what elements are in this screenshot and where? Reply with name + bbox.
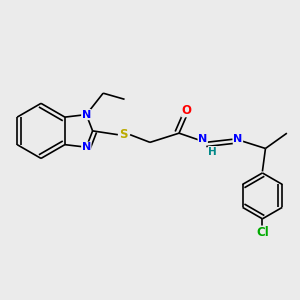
Text: Cl: Cl (256, 226, 269, 239)
Text: O: O (182, 104, 192, 117)
Text: N: N (233, 134, 243, 144)
Text: N: N (82, 110, 91, 120)
Text: N: N (82, 142, 91, 152)
Text: H: H (208, 146, 217, 157)
Text: N: N (198, 134, 207, 144)
Text: S: S (119, 128, 128, 141)
